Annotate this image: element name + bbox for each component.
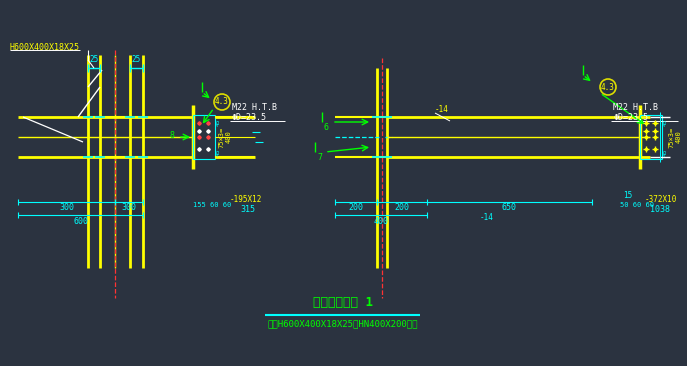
Text: 400: 400 [676,131,682,143]
Text: 45: 45 [216,118,221,126]
Text: 315: 315 [240,205,256,214]
Text: 155 60 60: 155 60 60 [193,202,232,208]
Text: -195X12: -195X12 [230,195,262,205]
Text: 300: 300 [122,203,137,213]
Text: M22 H.T.B: M22 H.T.B [613,104,658,112]
Text: H600X400X18X25: H600X400X18X25 [10,42,80,52]
Text: 45: 45 [662,118,668,126]
Text: 梁柱连接节点 1: 梁柱连接节点 1 [313,295,373,309]
Text: 200: 200 [348,203,363,213]
Text: -14: -14 [480,213,494,223]
Text: 1038: 1038 [650,205,670,214]
Text: 75×3=: 75×3= [218,126,224,147]
Text: M22 H.T.B: M22 H.T.B [232,104,277,112]
Text: 25: 25 [132,56,141,64]
Text: 7: 7 [317,153,322,163]
Text: 4.3: 4.3 [601,82,615,92]
Text: 650: 650 [502,203,517,213]
Text: 8: 8 [170,131,175,139]
Text: -14: -14 [435,105,449,115]
Text: 用于H600X400X18X25与HN400X200连接: 用于H600X400X18X25与HN400X200连接 [268,320,418,329]
Text: 25: 25 [89,56,99,64]
Text: ΦD=23.5: ΦD=23.5 [613,112,648,122]
Text: 45: 45 [662,148,668,156]
Text: 4.3: 4.3 [215,97,229,107]
Text: 75×3=: 75×3= [668,126,674,147]
Text: ΦD=23.5: ΦD=23.5 [232,112,267,122]
Text: 300: 300 [59,203,74,213]
Text: 6: 6 [324,123,329,132]
Text: 15: 15 [623,190,633,199]
Text: 400: 400 [226,131,232,143]
Text: -372X10: -372X10 [645,195,677,205]
Text: 400: 400 [374,217,389,225]
Text: 50 60 60: 50 60 60 [620,202,654,208]
Text: 45: 45 [216,148,221,156]
Text: 200: 200 [394,203,409,213]
Text: 600: 600 [73,217,88,225]
